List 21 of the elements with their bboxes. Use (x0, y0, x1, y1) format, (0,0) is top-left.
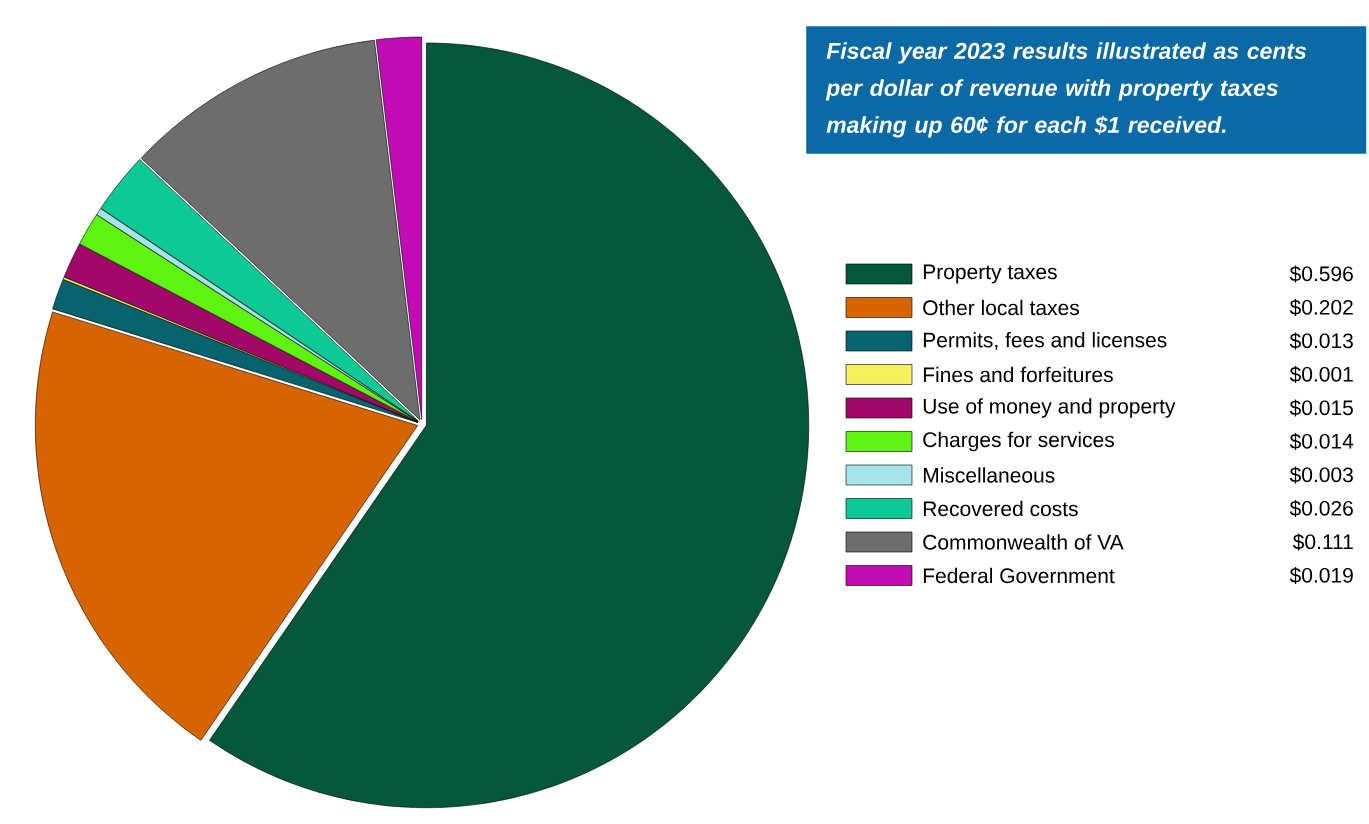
legend-label: Use of money and property (923, 398, 1176, 418)
legend-label: Miscellaneous (923, 467, 1055, 483)
text: Fiscal year 2023 results illustrated as cents per dollar of revenue with property taxes making up 60¢ for each $1 received. (825, 42, 1307, 138)
legend-label: Recovered costs (923, 500, 1078, 517)
data-label: $0.003 (1289, 466, 1353, 484)
data-label: $0.202 (1289, 298, 1353, 316)
legend-label: Permits, fees and licenses (923, 332, 1167, 350)
data-label: $0.013 (1289, 332, 1353, 350)
data-label: $0.019 (1289, 566, 1353, 584)
data-label: $0.026 (1289, 499, 1353, 517)
legend-label: Federal Government (923, 567, 1115, 584)
legend-label: Fines and forfeitures (923, 366, 1113, 383)
data-label: $0.001 (1289, 365, 1353, 383)
legend-label: Commonwealth of VA (923, 534, 1124, 550)
data-label: $0.596 (1289, 265, 1353, 283)
legend-label: Charges for services (923, 431, 1114, 452)
data-label: $0.015 (1289, 399, 1353, 417)
legend-label: Property taxes (923, 264, 1057, 284)
data-label: $0.111 (1292, 533, 1353, 551)
data-label: $0.014 (1289, 432, 1354, 450)
legend-label: Other local taxes (923, 299, 1079, 316)
